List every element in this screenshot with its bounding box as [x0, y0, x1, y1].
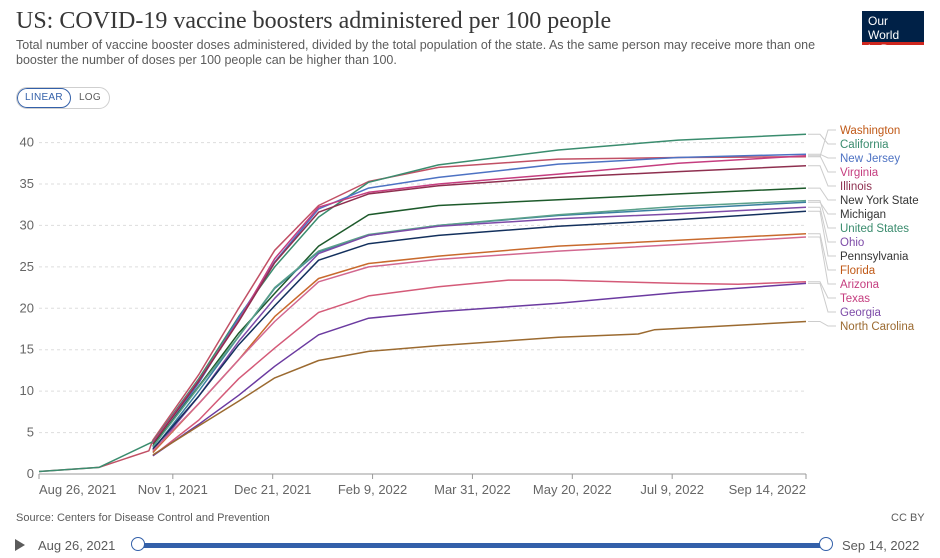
y-tick-label-5: 5 — [27, 425, 34, 440]
legend-label-north-carolina: North Carolina — [840, 321, 915, 333]
series-line-new-york-state — [152, 187, 807, 447]
legend-connector-1 — [808, 133, 836, 145]
series-line-michigan — [152, 201, 807, 451]
legend-label-florida: Florida — [840, 265, 876, 277]
x-tick-label-3: Feb 9, 2022 — [338, 482, 407, 497]
logo-line-1: Our World — [868, 14, 900, 42]
legend-label-united-states: United States — [840, 223, 909, 235]
legend-connector-8 — [808, 206, 836, 243]
legend-connector-14 — [808, 321, 836, 327]
legend-connector-4 — [808, 165, 836, 187]
y-tick-label-0: 0 — [27, 466, 34, 481]
legend-label-washington: Washington — [840, 125, 900, 137]
chart-subtitle: Total number of vaccine booster doses ad… — [16, 38, 816, 67]
series-line-virginia — [152, 155, 807, 443]
play-icon[interactable] — [15, 539, 25, 551]
timeline: Aug 26, 2021 Sep 14, 2022 — [0, 533, 940, 557]
x-tick-label-6: Jul 9, 2022 — [640, 482, 704, 497]
legend-label-arizona: Arizona — [840, 279, 880, 291]
series-line-texas — [152, 279, 807, 457]
legend-connector-13 — [808, 282, 836, 313]
legend-label-new-jersey: New Jersey — [840, 153, 900, 165]
owid-logo[interactable]: Our World in Data — [862, 11, 924, 56]
x-tick-label-2: Dec 21, 2021 — [234, 482, 311, 497]
legend-connector-10 — [808, 233, 836, 271]
source-note[interactable]: Source: Centers for Disease Control and … — [16, 512, 270, 524]
series-line-georgia — [152, 282, 807, 457]
legend-label-georgia: Georgia — [840, 307, 882, 319]
log-scale-button[interactable]: LOG — [78, 92, 101, 103]
license-note[interactable]: CC BY — [891, 512, 925, 524]
legend-connector-2 — [808, 153, 836, 159]
legend-label-michigan: Michigan — [840, 209, 886, 221]
x-tick-label-0: Aug 26, 2021 — [39, 482, 116, 497]
timeline-track[interactable] — [138, 543, 826, 548]
legend-label-pennsylvania: Pennsylvania — [840, 251, 909, 263]
legend-label-texas: Texas — [840, 293, 870, 305]
series-line-illinois — [152, 165, 807, 445]
x-axis: Aug 26, 2021 Nov 1, 2021 Dec 21, 2021 Feb 9… — [38, 473, 807, 497]
legend-connector-0 — [808, 129, 836, 158]
legend-label-new-york-state: New York State — [840, 195, 919, 207]
legend: Washington California New Jersey Virginia Il… — [840, 125, 919, 333]
timeline-end-handle[interactable] — [819, 537, 833, 551]
series-line-pennsylvania — [152, 210, 807, 450]
timeline-start-label: Aug 26, 2021 — [38, 538, 116, 553]
logo-line-2: in Data — [868, 42, 907, 56]
y-tick-label-20: 20 — [20, 300, 34, 315]
line-chart: 0 5 10 15 20 25 30 35 40 Aug 26, 2021 Nov 1, 2021… — [20, 125, 919, 497]
series-lines — [38, 133, 807, 473]
series-line-united-states — [152, 199, 807, 448]
legend-label-california: California — [840, 139, 889, 151]
x-tick-label-4: Mar 31, 2022 — [434, 482, 511, 497]
scale-toggle: LINEAR LOG — [16, 87, 110, 109]
x-tick-label-1: Nov 1, 2021 — [138, 482, 208, 497]
y-tick-label-35: 35 — [20, 176, 34, 191]
legend-label-illinois: Illinois — [840, 181, 872, 193]
legend-label-ohio: Ohio — [840, 237, 864, 249]
legend-connector-12 — [808, 281, 836, 299]
x-tick-label-5: May 20, 2022 — [533, 482, 612, 497]
legend-connector-6 — [808, 201, 836, 215]
chart-title: US: COVID-19 vaccine boosters administer… — [16, 8, 612, 34]
series-line-washington — [38, 155, 807, 473]
series-line-ohio — [152, 206, 807, 453]
legend-label-virginia: Virginia — [840, 167, 879, 179]
series-line-arizona — [152, 236, 807, 452]
legend-connector-3 — [808, 155, 836, 173]
x-tick-label-7: Sep 14, 2022 — [729, 482, 806, 497]
y-tick-label-40: 40 — [20, 135, 34, 150]
timeline-start-handle[interactable] — [131, 537, 145, 551]
series-line-california — [38, 133, 807, 473]
legend-connectors — [808, 129, 836, 327]
y-tick-labels: 0 5 10 15 20 25 30 35 40 — [20, 135, 34, 481]
linear-scale-button[interactable]: LINEAR — [17, 88, 71, 108]
legend-connector-11 — [808, 236, 836, 285]
legend-connector-7 — [808, 200, 836, 229]
y-tick-label-10: 10 — [20, 383, 34, 398]
y-tick-label-25: 25 — [20, 259, 34, 274]
y-tick-label-15: 15 — [20, 342, 34, 357]
legend-connector-9 — [808, 210, 836, 257]
y-tick-label-30: 30 — [20, 217, 34, 232]
legend-connector-5 — [808, 187, 836, 201]
series-line-north-carolina — [152, 320, 807, 456]
timeline-end-label: Sep 14, 2022 — [842, 538, 920, 553]
